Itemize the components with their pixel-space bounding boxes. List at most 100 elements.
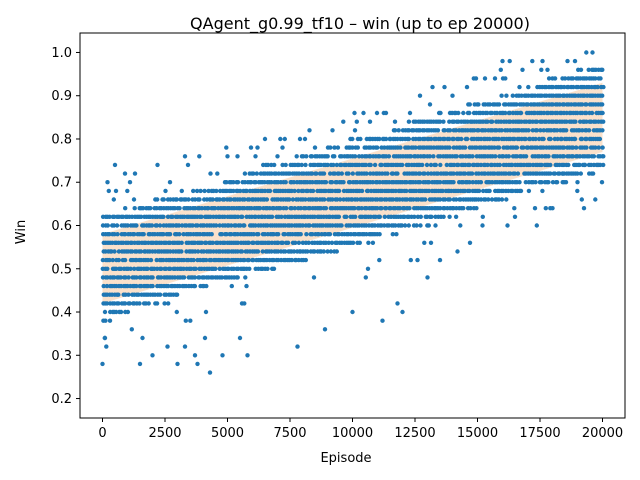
data-point xyxy=(382,145,387,150)
data-point xyxy=(540,188,545,194)
data-point xyxy=(177,206,182,211)
data-point xyxy=(276,232,281,237)
data-point xyxy=(564,119,569,124)
data-point xyxy=(539,67,544,73)
data-point xyxy=(326,240,331,245)
data-point xyxy=(552,171,558,176)
data-point xyxy=(506,154,511,159)
data-point xyxy=(138,249,144,254)
data-point xyxy=(363,162,369,168)
data-point xyxy=(275,154,280,159)
data-point xyxy=(358,136,363,142)
data-point xyxy=(114,223,120,228)
data-point xyxy=(467,180,472,185)
data-point xyxy=(447,197,453,202)
data-point xyxy=(476,128,481,133)
data-point xyxy=(242,257,247,263)
data-point xyxy=(390,232,395,237)
data-point xyxy=(508,171,513,176)
x-tick-label: 0 xyxy=(98,426,106,441)
data-point xyxy=(581,206,587,211)
x-tick-label: 10000 xyxy=(332,426,373,441)
data-point xyxy=(179,249,184,254)
data-point xyxy=(296,240,302,245)
data-point xyxy=(123,206,128,211)
data-point xyxy=(425,275,430,280)
data-point xyxy=(278,136,283,142)
data-point xyxy=(406,136,412,142)
data-point xyxy=(534,145,540,150)
data-point xyxy=(186,197,191,202)
x-tick-label: 12500 xyxy=(394,426,435,441)
data-point xyxy=(350,309,355,315)
data-point xyxy=(600,110,605,116)
data-point xyxy=(284,206,289,211)
data-point xyxy=(543,206,548,211)
data-point xyxy=(352,128,358,133)
data-point xyxy=(548,136,553,142)
data-point xyxy=(118,266,124,271)
data-point xyxy=(122,171,128,176)
data-point xyxy=(198,188,203,194)
data-point xyxy=(600,154,605,159)
data-point xyxy=(310,180,315,185)
data-point xyxy=(422,240,427,245)
data-point xyxy=(204,283,209,289)
y-tick-label: 1.0 xyxy=(51,46,72,61)
data-point xyxy=(246,257,251,263)
data-point xyxy=(334,162,339,168)
data-point xyxy=(541,136,546,142)
data-point xyxy=(262,136,268,142)
data-point xyxy=(209,232,214,237)
data-point xyxy=(437,180,443,185)
data-point xyxy=(444,171,450,176)
data-point xyxy=(226,266,231,271)
data-point xyxy=(550,84,556,90)
data-point xyxy=(243,275,248,280)
data-point xyxy=(161,214,166,219)
data-point xyxy=(157,223,163,228)
data-point xyxy=(428,240,434,245)
data-point xyxy=(174,292,180,297)
data-point xyxy=(283,249,288,254)
data-point xyxy=(167,180,173,185)
data-point xyxy=(498,67,503,73)
data-point xyxy=(447,214,452,219)
data-point xyxy=(408,257,413,263)
data-point xyxy=(579,197,584,202)
data-point xyxy=(382,214,387,219)
data-point xyxy=(285,240,291,245)
data-point xyxy=(283,162,288,168)
data-point xyxy=(476,188,482,194)
data-point xyxy=(496,136,501,142)
data-point xyxy=(165,344,170,349)
data-point xyxy=(132,171,138,176)
data-point xyxy=(514,145,520,150)
data-point xyxy=(100,361,105,367)
data-point xyxy=(257,206,263,211)
data-point xyxy=(435,171,441,176)
data-point xyxy=(111,197,117,202)
data-point xyxy=(355,145,360,150)
data-point xyxy=(447,136,452,142)
data-point xyxy=(451,171,456,176)
data-point xyxy=(118,309,124,315)
data-point xyxy=(235,180,241,185)
data-point xyxy=(467,240,473,245)
data-point xyxy=(100,257,106,263)
data-point xyxy=(507,58,512,64)
data-point xyxy=(312,145,318,150)
data-point xyxy=(465,136,470,142)
data-point xyxy=(539,162,544,168)
data-point xyxy=(212,206,218,211)
data-point xyxy=(546,180,551,185)
data-point xyxy=(467,188,472,194)
data-point xyxy=(413,145,418,150)
data-point xyxy=(431,154,436,159)
data-point xyxy=(499,128,504,133)
data-point xyxy=(107,257,112,263)
data-point xyxy=(229,283,234,289)
data-point xyxy=(526,128,531,133)
data-point xyxy=(530,58,535,64)
data-point xyxy=(398,145,403,150)
